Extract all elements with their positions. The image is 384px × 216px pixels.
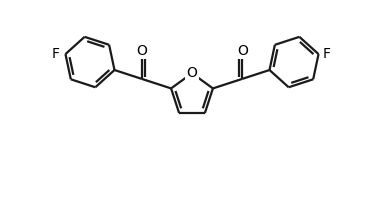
Text: O: O [136,44,147,58]
Text: O: O [237,44,248,58]
Text: F: F [323,47,331,61]
Text: F: F [52,47,60,61]
Text: O: O [187,66,197,80]
